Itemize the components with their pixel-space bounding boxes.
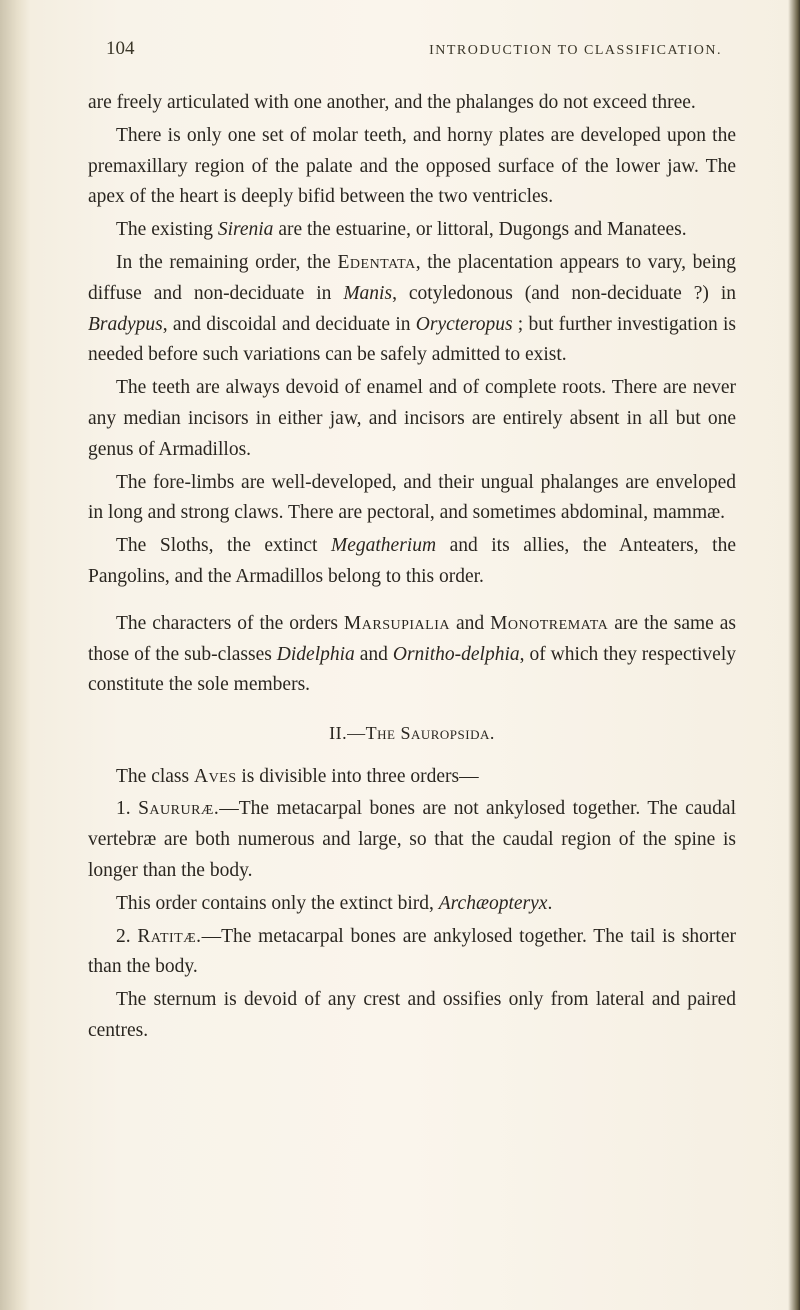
text-italic: Bradypus: [88, 314, 163, 335]
paragraph: The sternum is devoid of any crest and o…: [88, 985, 736, 1047]
text-italic: Ornitho-delphia: [393, 644, 520, 665]
text: are freely articulated with one another,…: [88, 92, 696, 113]
text: There is only one set of molar teeth, an…: [88, 125, 736, 208]
paragraph: are freely articulated with one another,…: [88, 88, 736, 119]
text: The fore-limbs are well-developed, and t…: [88, 472, 736, 524]
text: This order contains only the extinct bir…: [116, 893, 439, 914]
text: The existing: [116, 219, 218, 240]
paragraph: This order contains only the extinct bir…: [88, 889, 736, 920]
text: 2.: [116, 926, 137, 947]
text: In the remaining order, the: [116, 252, 338, 273]
paragraph: The characters of the orders Marsupialia…: [88, 609, 736, 701]
text: The class: [116, 766, 194, 787]
text: The Sloths, the extinct: [116, 535, 331, 556]
text-smallcaps: Saururæ.: [138, 798, 219, 819]
text-smallcaps: Aves: [194, 766, 237, 787]
text-italic: Manis: [343, 283, 392, 304]
text-smallcaps: Ratitæ.: [137, 926, 201, 947]
text: are the estuarine, or littoral, Dugongs …: [273, 219, 686, 240]
text: 1.: [116, 798, 138, 819]
text-italic: Sirenia: [218, 219, 274, 240]
paragraph: The class Aves is divisible into three o…: [88, 762, 736, 793]
paragraph: There is only one set of molar teeth, an…: [88, 121, 736, 213]
paragraph: The teeth are always devoid of enamel an…: [88, 373, 736, 465]
text: and: [355, 644, 393, 665]
heading-text: II.—The Sauropsida.: [329, 723, 495, 743]
paragraph: In the remaining order, the Edentata, th…: [88, 248, 736, 371]
text: is divisible into three orders—: [237, 766, 479, 787]
page-header: 104 INTRODUCTION TO CLASSIFICATION.: [88, 38, 736, 60]
text: and: [450, 613, 490, 634]
text-italic: Orycteropus: [416, 314, 513, 335]
text-smallcaps: Marsupialia: [344, 613, 450, 634]
paragraph: 1. Saururæ.—The metacarpal bones are not…: [88, 794, 736, 886]
section-heading: II.—The Sauropsida.: [88, 719, 736, 747]
text-smallcaps: Monotremata: [490, 613, 608, 634]
text: The characters of the orders: [116, 613, 344, 634]
text-italic: Megatherium: [331, 535, 436, 556]
paragraph: 2. Ratitæ.—The metacarpal bones are anky…: [88, 922, 736, 984]
text: The sternum is devoid of any crest and o…: [88, 989, 736, 1041]
text: .: [547, 893, 552, 914]
paragraph: The existing Sirenia are the estuarine, …: [88, 215, 736, 246]
page-number: 104: [106, 38, 135, 60]
running-head: INTRODUCTION TO CLASSIFICATION.: [429, 43, 722, 59]
text-smallcaps: Edentata: [338, 252, 416, 273]
body-text: are freely articulated with one another,…: [88, 88, 736, 1047]
text-italic: Didelphia: [277, 644, 355, 665]
paragraph: The Sloths, the extinct Megatherium and …: [88, 531, 736, 593]
paragraph: The fore-limbs are well-developed, and t…: [88, 468, 736, 530]
text-italic: Archæopteryx: [439, 893, 548, 914]
text: , cotyledonous (and non-deciduate ?) in: [392, 283, 736, 304]
text: , and discoidal and deciduate in: [163, 314, 416, 335]
text: The teeth are always devoid of enamel an…: [88, 377, 736, 460]
